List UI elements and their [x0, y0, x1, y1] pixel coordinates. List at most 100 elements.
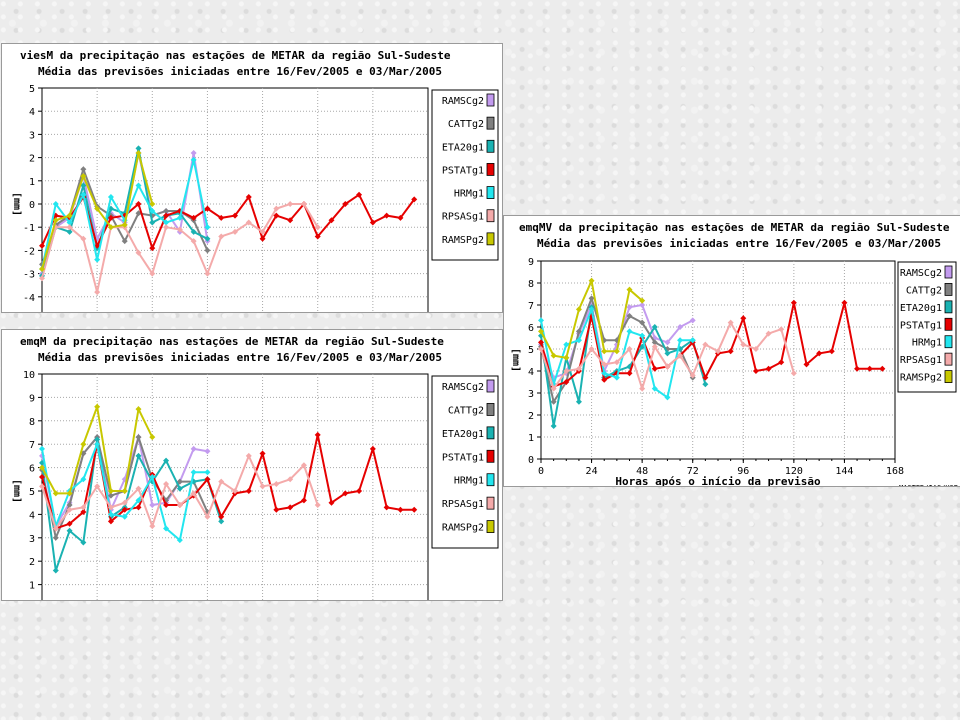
- data-point-PSTATg1: [163, 502, 170, 509]
- data-point-PSTATg1: [727, 348, 734, 355]
- legend-label: RAMSPg2: [442, 523, 484, 534]
- legend-swatch-RPSASg1: [486, 209, 495, 223]
- data-point-RPSASg1: [190, 490, 197, 497]
- data-point-HRMg1: [601, 370, 608, 377]
- data-point-PSTATg1: [314, 431, 321, 438]
- data-point-RPSASg1: [601, 361, 608, 368]
- data-point-HRMg1: [149, 207, 156, 214]
- data-point-PSTATg1: [383, 504, 390, 511]
- y-tick-label: -2: [23, 246, 35, 257]
- data-point-PSTATg1: [740, 315, 747, 322]
- y-tick-label: 4: [528, 367, 534, 378]
- legend-swatch-HRMg1: [944, 335, 953, 349]
- y-tick-label: -3: [23, 270, 35, 281]
- legend-swatch-RAMSCg2: [486, 379, 495, 393]
- y-tick-label: 6: [29, 464, 35, 475]
- legend: RAMSCg2 CATTg2 ETA20g1 PSTATg1 HRMg1 RPSASg1 R…: [431, 375, 499, 549]
- data-point-RAMSPg2: [639, 297, 646, 304]
- data-point-HRMg1: [80, 476, 87, 483]
- data-point-RPSASg1: [314, 502, 321, 509]
- chart-panel-emqMV: emqMV da precipitação nas estações de ME…: [503, 215, 960, 487]
- legend-label: RPSASg1: [900, 355, 942, 366]
- data-point-RPSASg1: [66, 224, 73, 231]
- series-RPSASg1: [538, 319, 797, 392]
- data-point-RAMSPg2: [613, 348, 620, 355]
- data-point-ETA20g1: [651, 324, 658, 330]
- data-point-PSTATg1: [828, 348, 835, 355]
- data-point-HRMg1: [163, 525, 170, 532]
- data-point-CATTg2: [163, 207, 170, 214]
- data-point-HRMg1: [588, 306, 595, 313]
- series-line-PSTATg1: [540, 302, 883, 388]
- data-point-RPSASg1: [287, 476, 294, 483]
- data-point-RPSASg1: [80, 235, 87, 242]
- data-point-PSTATg1: [752, 368, 759, 374]
- data-point-RPSASg1: [135, 249, 142, 256]
- data-point-PSTATg1: [356, 488, 363, 494]
- data-point-ETA20g1: [163, 457, 170, 464]
- data-point-HRMg1: [176, 537, 183, 544]
- data-point-RPSASg1: [273, 480, 280, 487]
- data-point-PSTATg1: [411, 196, 418, 203]
- data-point-PSTATg1: [651, 365, 658, 372]
- data-point-RPSASg1: [176, 502, 183, 509]
- data-point-RPSASg1: [651, 343, 658, 350]
- data-point-PSTATg1: [854, 365, 861, 372]
- x-tick-label: 72: [687, 466, 699, 477]
- data-point-RPSASg1: [176, 226, 183, 233]
- data-point-RPSASg1: [314, 224, 321, 231]
- data-point-CATTg2: [550, 398, 557, 405]
- series-RPSASg1: [39, 201, 321, 296]
- data-point-RPSASg1: [613, 359, 620, 366]
- data-point-PSTATg1: [356, 191, 363, 198]
- data-point-RPSASg1: [677, 352, 684, 359]
- data-point-PSTATg1: [107, 518, 114, 525]
- data-point-RAMSPg2: [149, 201, 156, 207]
- data-point-PSTATg1: [80, 509, 87, 516]
- chart-subtitle: Média das previsões iniciadas entre 16/F…: [38, 351, 442, 364]
- data-point-RPSASg1: [149, 270, 156, 277]
- data-point-RAMSCg2: [689, 317, 696, 324]
- data-point-PSTATg1: [411, 506, 418, 513]
- data-point-PSTATg1: [803, 361, 810, 368]
- y-axis-label: [mm]: [11, 479, 22, 503]
- data-point-PSTATg1: [765, 365, 772, 372]
- x-tick-label: 96: [737, 466, 749, 477]
- data-point-PSTATg1: [163, 212, 170, 219]
- y-tick-label: -1: [23, 223, 35, 234]
- y-tick-label: -4: [23, 293, 35, 304]
- data-point-HRMg1: [190, 469, 197, 476]
- x-axis-label: Horas após o início da previsão: [615, 475, 821, 486]
- legend: RAMSCg2 CATTg2 ETA20g1 PSTATg1 HRMg1 RPSASg1 R…: [897, 261, 957, 393]
- data-point-RPSASg1: [218, 478, 225, 485]
- legend-swatch-PSTATg1: [486, 449, 495, 463]
- y-tick-label: 5: [29, 84, 35, 95]
- legend-swatch-CATTg2: [944, 283, 953, 296]
- data-point-PSTATg1: [273, 212, 280, 219]
- legend-swatch-RPSASg1: [944, 352, 953, 366]
- legend-swatch-HRMg1: [486, 473, 495, 487]
- data-point-HRMg1: [176, 214, 183, 221]
- legend-label: RAMSPg2: [442, 235, 484, 246]
- data-point-CATTg2: [52, 534, 59, 541]
- data-point-RPSASg1: [715, 348, 721, 355]
- data-point-RPSASg1: [563, 368, 570, 374]
- legend-swatch-ETA20g1: [944, 300, 953, 314]
- data-point-PSTATg1: [328, 217, 335, 224]
- data-point-RPSASg1: [245, 219, 252, 226]
- data-point-RAMSPg2: [575, 306, 582, 313]
- data-point-HRMg1: [121, 513, 128, 520]
- data-point-RPSASg1: [94, 289, 101, 296]
- chart-panel-viesM: viesM da precipitação nas estações de ME…: [1, 43, 503, 313]
- data-point-RPSASg1: [94, 483, 101, 490]
- legend-label: HRMg1: [454, 476, 484, 487]
- legend: RAMSCg2 CATTg2 ETA20g1 PSTATg1 HRMg1 RPSASg1 R…: [431, 89, 499, 261]
- legend-swatch-CATTg2: [486, 403, 495, 416]
- data-point-RAMSCg2: [190, 149, 197, 156]
- legend-label: PSTATg1: [442, 452, 484, 463]
- data-point-ETA20g1: [218, 518, 225, 525]
- data-point-RPSASg1: [626, 346, 633, 352]
- data-point-RPSASg1: [259, 228, 266, 235]
- data-point-RPSASg1: [66, 506, 73, 513]
- chart-viesM: viesM da precipitação nas estações de ME…: [11, 49, 499, 312]
